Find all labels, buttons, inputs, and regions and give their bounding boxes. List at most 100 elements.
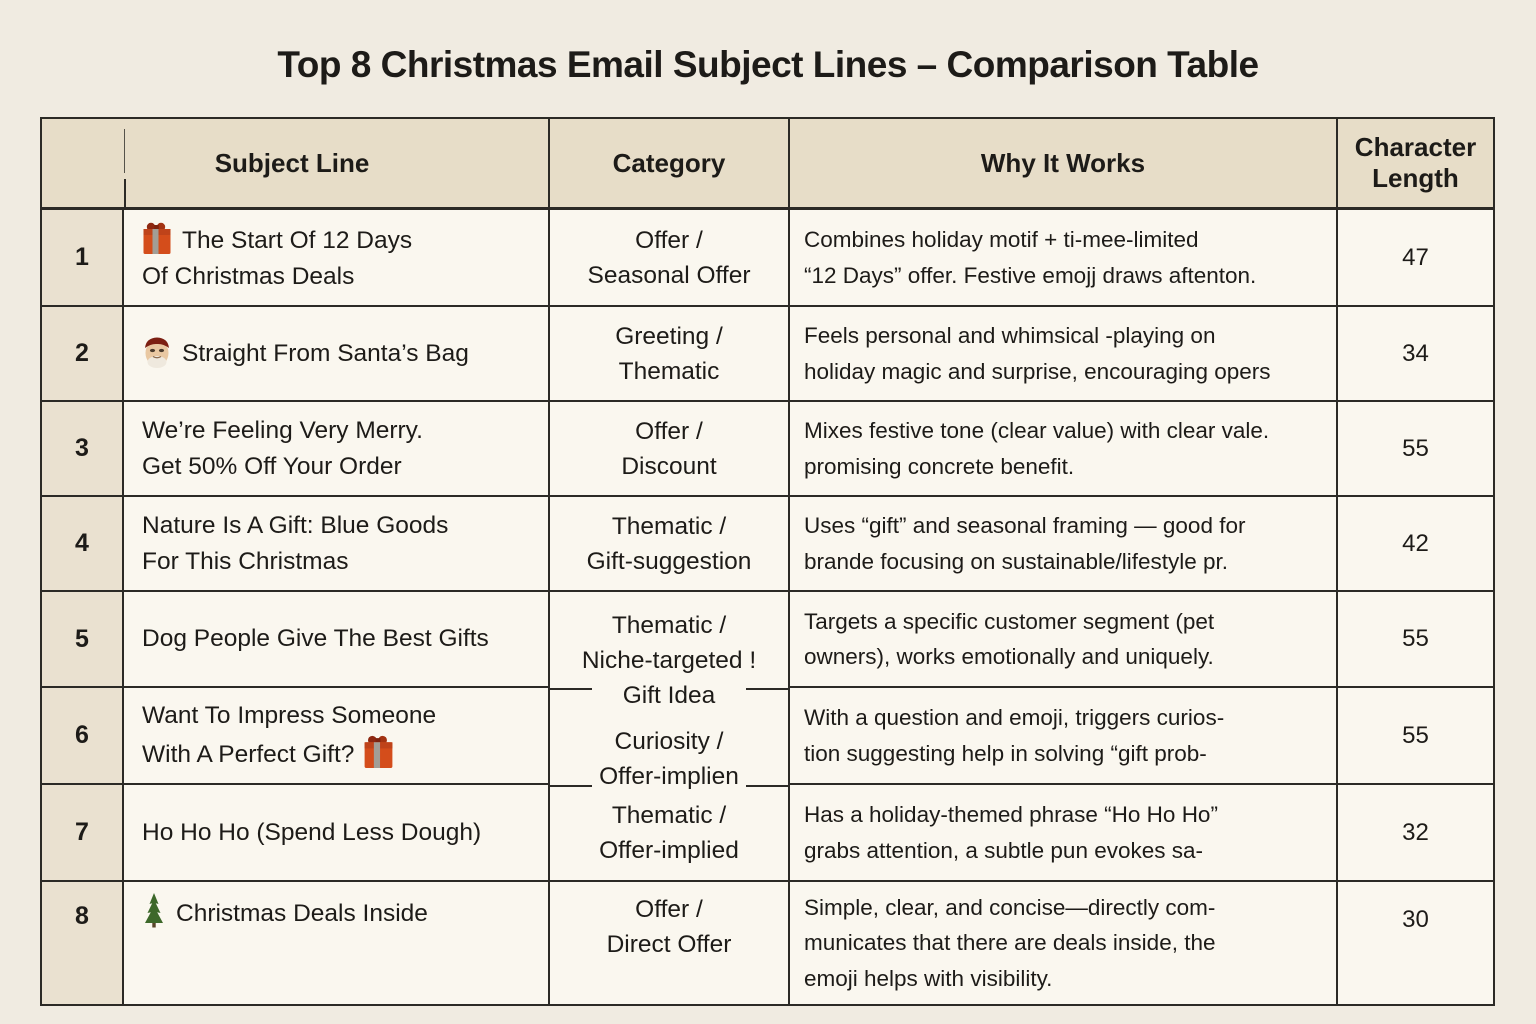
category-line-2: Discount — [621, 452, 717, 480]
category-line-2: Niche-targeted ! — [581, 647, 757, 674]
length-cell: 55 — [1338, 402, 1493, 497]
row-number: 4 — [42, 497, 124, 592]
subject-text: We’re Feeling Very Merry. Get 50% Off You… — [142, 413, 542, 485]
subject-line-2: Of Christmas Deals — [142, 262, 355, 290]
why-line-1: Feels personal and whimsical -playing on — [804, 323, 1216, 348]
category-line-1: Offer / — [635, 896, 703, 923]
subject-cell: Want To Impress Someone With A Perfect Gi… — [124, 688, 550, 785]
why-line-3: emoji helps with visibility. — [804, 965, 1053, 991]
subject-cell: The Start Of 12 Days Of Christmas Deals — [124, 210, 550, 307]
comparison-table: Subject Line Category Why It Works Chara… — [40, 117, 1495, 1006]
category-line-2: Direct Offer — [606, 931, 732, 958]
row-number: 2 — [42, 307, 124, 402]
why-cell: Has a holiday-themed phrase “Ho Ho Ho” g… — [790, 785, 1338, 882]
length-cell: 47 — [1338, 210, 1493, 307]
santa-icon — [145, 337, 169, 368]
why-line-1: Simple, clear, and concise—directly com- — [804, 894, 1216, 920]
subject-text: Dog People Give The Best Gifts — [142, 621, 542, 657]
subject-text: Nature Is A Gift: Blue Goods For This Chr… — [142, 508, 542, 580]
category-line-2: Gift-suggestion — [586, 547, 752, 575]
subject-line-2: With A Perfect Gift? — [142, 741, 355, 768]
why-line-2: “12 Days” offer. Festive emojj draws aft… — [804, 262, 1257, 288]
why-cell: Combines holiday motif + ti-mee-limited … — [790, 210, 1338, 307]
subject-cell: We’re Feeling Very Merry. Get 50% Off You… — [124, 402, 550, 497]
subject-cell: Ho Ho Ho (Spend Less Dough) — [124, 785, 550, 882]
subject-line-1: Christmas Deals Inside — [176, 900, 428, 927]
category-cell: Offer / Seasonal Offer — [550, 210, 790, 307]
subject-line-1: The Start Of 12 Days — [182, 226, 413, 254]
row-number: 3 — [42, 402, 124, 497]
subject-line-1: Want To Impress Someone — [142, 702, 437, 729]
category-cell: Offer / Discount — [550, 402, 790, 497]
category-cell: Offer / Direct Offer — [550, 882, 790, 1004]
length-cell: 55 — [1338, 688, 1493, 785]
category-line-1: Thematic / — [611, 512, 727, 540]
length-cell: 32 — [1338, 785, 1493, 882]
subject-line-1: Nature Is A Gift: Blue Goods — [142, 511, 449, 539]
subject-line-1: Straight From Santa’s Bag — [182, 340, 469, 367]
length-cell: 42 — [1338, 497, 1493, 592]
subject-line-1: Dog People Give The Best Gifts — [142, 625, 489, 652]
why-cell: Targets a specific customer segment (pet… — [790, 592, 1338, 688]
category-line-1: Offer / — [635, 226, 703, 254]
why-line-1: Mixes festive tone (clear value) with cl… — [804, 418, 1270, 443]
why-line-1: Uses “gift” and seasonal framing — good … — [804, 513, 1246, 538]
gift-icon — [365, 735, 393, 768]
category-line-2: Thematic — [618, 357, 720, 385]
length-cell: 55 — [1338, 592, 1493, 688]
category-line-1: Greeting / — [615, 322, 723, 350]
category-line-2: Offer-implied — [599, 836, 739, 864]
subject-line-1: We’re Feeling Very Merry. — [142, 416, 423, 444]
why-line-1: With a question and emoji, triggers curi… — [804, 705, 1225, 730]
why-cell: With a question and emoji, triggers curi… — [790, 688, 1338, 785]
category-cell: Curiosity / Offer-implien — [550, 688, 790, 790]
subject-text: Ho Ho Ho (Spend Less Dough) — [142, 815, 542, 851]
subject-text: Christmas Deals Inside — [142, 892, 542, 932]
category-line-1: Thematic / — [611, 612, 727, 639]
subject-cell: Christmas Deals Inside — [124, 882, 550, 1004]
category-line-1: Curiosity / — [614, 728, 724, 755]
why-line-2: promising concrete benefit. — [804, 453, 1075, 479]
why-cell: Feels personal and whimsical -playing on… — [790, 307, 1338, 402]
category-line-2: Offer-implien — [599, 763, 739, 790]
tree-icon — [145, 893, 163, 928]
why-line-2: owners), works emotionally and uniquely. — [804, 644, 1214, 669]
category-cell: Thematic / Gift-suggestion — [550, 497, 790, 592]
header-category: Category — [550, 119, 790, 210]
why-cell: Simple, clear, and concise—directly com-… — [790, 882, 1338, 1004]
subject-cell: Straight From Santa’s Bag — [124, 307, 550, 402]
why-line-2: municates that there are deals inside, t… — [804, 930, 1216, 956]
header-why-it-works: Why It Works — [790, 119, 1338, 210]
length-cell: 34 — [1338, 307, 1493, 402]
category-line-3: Gift Idea — [622, 682, 716, 709]
header-index — [42, 119, 126, 210]
category-line-1: Thematic / — [611, 801, 727, 829]
header-subject-line: Subject Line — [124, 119, 550, 210]
subject-cell: Dog People Give The Best Gifts — [124, 592, 550, 688]
category-line-2: Seasonal Offer — [587, 261, 751, 289]
row-number: 1 — [42, 210, 124, 307]
why-line-1: Has a holiday-themed phrase “Ho Ho Ho” — [804, 802, 1218, 827]
subject-text: The Start Of 12 Days Of Christmas Deals — [142, 221, 542, 295]
category-overflow-text: Thematic / Niche-targeted ! Gift Idea — [550, 608, 788, 713]
why-line-2: brande focusing on sustainable/lifestyle… — [804, 548, 1229, 574]
row-number: 5 — [42, 592, 124, 688]
category-cell: Greeting / Thematic — [550, 307, 790, 402]
category-cell: Thematic / Niche-targeted ! Gift Idea — [550, 592, 790, 709]
category-cell: Thematic / Offer-implied — [550, 785, 790, 882]
why-line-2: holiday magic and surprise, encouraging … — [804, 358, 1271, 384]
why-cell: Uses “gift” and seasonal framing — good … — [790, 497, 1338, 592]
length-cell: 30 — [1402, 906, 1429, 933]
row-number: 6 — [42, 688, 124, 785]
why-line-1: Combines holiday motif + ti-mee-limited — [804, 227, 1199, 252]
page-title: Top 8 Christmas Email Subject Lines – Co… — [277, 44, 1259, 85]
why-line-2: grabs attention, a subtle pun evokes sa- — [804, 837, 1204, 863]
why-cell: Mixes festive tone (clear value) with cl… — [790, 402, 1338, 497]
row-number: 7 — [42, 785, 124, 882]
subject-line-2: Get 50% Off Your Order — [142, 452, 402, 480]
header-character-length: Character Length — [1338, 119, 1493, 210]
subject-line-1: Ho Ho Ho (Spend Less Dough) — [142, 818, 482, 846]
gift-icon — [143, 222, 171, 254]
row-number: 8 — [42, 882, 124, 1004]
why-line-2: tion suggesting help in solving “gift pr… — [804, 740, 1207, 766]
